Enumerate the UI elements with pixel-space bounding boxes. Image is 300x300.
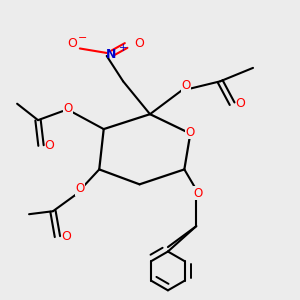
Text: O: O: [75, 182, 85, 195]
Text: O: O: [236, 97, 245, 110]
Text: −: −: [78, 33, 88, 43]
Text: O: O: [61, 230, 71, 243]
Text: O: O: [44, 139, 54, 152]
Text: O: O: [68, 37, 77, 50]
Text: +: +: [119, 43, 128, 52]
Text: O: O: [186, 126, 195, 139]
Text: O: O: [193, 187, 203, 200]
Text: O: O: [63, 102, 73, 115]
Text: O: O: [181, 79, 190, 92]
Text: N: N: [106, 48, 116, 61]
Text: O: O: [135, 38, 145, 50]
